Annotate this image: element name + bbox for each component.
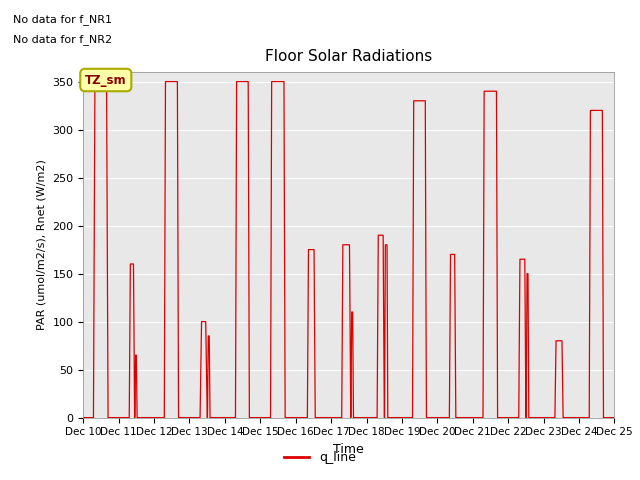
- Text: TZ_sm: TZ_sm: [85, 73, 127, 86]
- Y-axis label: PAR (umol/m2/s), Rnet (W/m2): PAR (umol/m2/s), Rnet (W/m2): [36, 159, 47, 330]
- Legend: q_line: q_line: [279, 446, 361, 469]
- Text: No data for f_NR2: No data for f_NR2: [13, 34, 112, 45]
- Text: No data for f_NR1: No data for f_NR1: [13, 14, 112, 25]
- Title: Floor Solar Radiations: Floor Solar Radiations: [265, 49, 433, 64]
- X-axis label: Time: Time: [333, 443, 364, 456]
